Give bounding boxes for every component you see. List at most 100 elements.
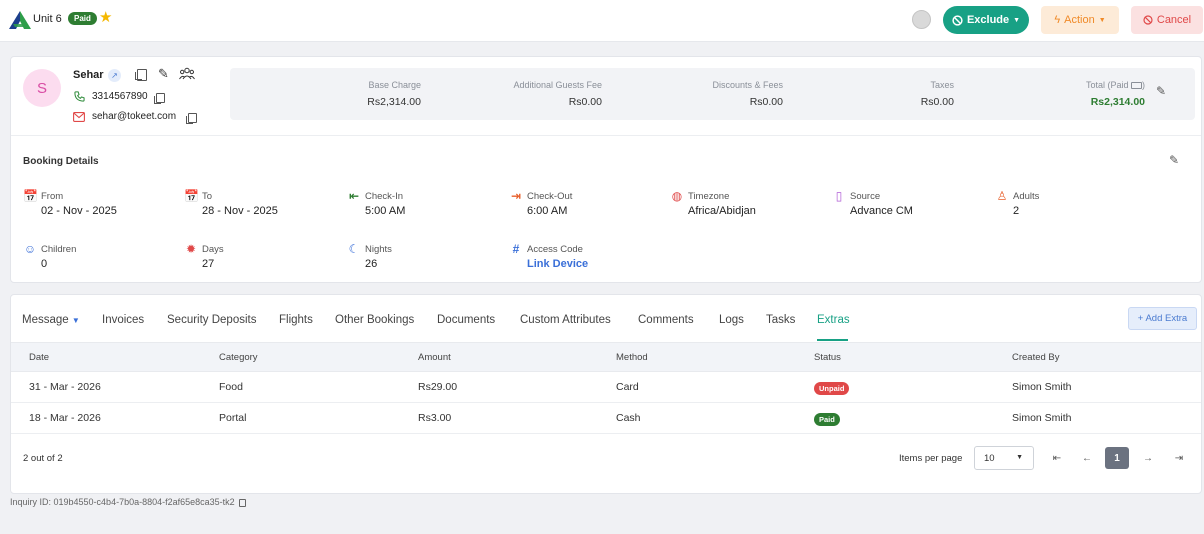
chevron-down-icon: ▼ — [1098, 16, 1106, 24]
copy-icon[interactable] — [239, 498, 247, 507]
extras-card: Message ▼ Invoices Security Deposits Fli… — [10, 294, 1202, 494]
base-charge-label: Base Charge — [368, 80, 421, 90]
cell-date: 18 - Mar - 2026 — [29, 412, 101, 424]
taxes-value: Rs0.00 — [920, 96, 954, 108]
lightning-icon: ϟ — [1054, 14, 1061, 26]
discounts-label: Discounts & Fees — [712, 80, 783, 90]
charges-summary: Base Charge Rs2,314.00 Additional Guests… — [230, 68, 1195, 120]
avatar: S — [23, 69, 61, 107]
table-row[interactable]: 31 - Mar - 2026 Food Rs29.00 Card Unpaid… — [11, 372, 1201, 403]
paid-status-badge: Paid — [68, 12, 97, 25]
edit-charges-pencil-icon[interactable]: ✎ — [1156, 84, 1167, 98]
column-header-method[interactable]: Method — [616, 352, 648, 363]
items-per-page-value: 10 — [984, 453, 995, 464]
discounts-value: Rs0.00 — [749, 96, 783, 108]
link-device-link[interactable]: Link Device — [527, 258, 589, 270]
column-header-created-by[interactable]: Created By — [1012, 352, 1060, 363]
checkout-label: Check-Out — [527, 191, 573, 202]
to-value: 28 - Nov - 2025 — [202, 205, 278, 217]
source-value: Advance CM — [850, 205, 913, 217]
child-face-icon: ☺ — [23, 242, 37, 256]
edit-booking-pencil-icon[interactable]: ✎ — [1169, 153, 1180, 167]
copy-icon[interactable] — [135, 69, 147, 81]
tab-documents[interactable]: Documents — [437, 314, 496, 326]
taxes-label: Taxes — [930, 80, 954, 90]
chevron-down-icon: ▼ — [1016, 454, 1023, 461]
items-per-page-select[interactable]: 10 ▼ — [974, 446, 1034, 470]
inquiry-id: Inquiry ID: 019b4550-c4b4-7b0a-8804-f2af… — [10, 497, 247, 507]
top-bar: Unit 6 Paid ★ Exclude ▼ ϟ Action ▼ Cance… — [0, 0, 1204, 42]
from-value: 02 - Nov - 2025 — [41, 205, 117, 217]
active-tab-indicator — [817, 339, 848, 341]
external-link-icon[interactable]: ↗ — [108, 69, 121, 82]
previous-page-icon[interactable]: ← — [1082, 452, 1092, 464]
group-icon[interactable] — [179, 67, 195, 80]
column-header-status[interactable]: Status — [814, 352, 841, 363]
action-label: Action — [1064, 14, 1095, 26]
hash-lock-icon: # — [512, 242, 520, 256]
pencil-icon[interactable]: ✎ — [158, 66, 169, 81]
phone-icon — [74, 91, 85, 102]
star-icon[interactable]: ★ — [99, 9, 113, 26]
cancel-label: Cancel — [1156, 14, 1192, 26]
cell-date: 31 - Mar - 2026 — [29, 381, 101, 393]
cash-icon — [1131, 82, 1142, 90]
total-value: Rs2,314.00 — [1090, 96, 1145, 108]
days-label: Days — [202, 244, 224, 255]
tab-security-deposits[interactable]: Security Deposits — [167, 314, 257, 326]
cancel-button[interactable]: Cancel — [1131, 6, 1203, 34]
next-page-icon[interactable]: → — [1143, 452, 1153, 464]
copy-icon[interactable] — [154, 93, 165, 104]
tab-tasks[interactable]: Tasks — [766, 314, 796, 326]
checkin-label: Check-In — [365, 191, 404, 202]
tab-message[interactable]: Message ▼ — [22, 314, 80, 326]
days-value: 27 — [202, 258, 215, 270]
timezone-label: Timezone — [688, 191, 730, 202]
tab-flights[interactable]: Flights — [279, 314, 313, 326]
calendar-plus-icon: 📅 — [23, 189, 38, 203]
tab-comments[interactable]: Comments — [638, 314, 694, 326]
guest-name[interactable]: Sehar — [73, 69, 104, 81]
tab-invoices[interactable]: Invoices — [102, 314, 145, 326]
exclude-button[interactable]: Exclude ▼ — [943, 6, 1029, 34]
action-button[interactable]: ϟ Action ▼ — [1041, 6, 1119, 34]
page-number-button[interactable]: 1 — [1105, 447, 1129, 469]
moon-icon: ☾ — [348, 242, 360, 256]
guest-email: sehar@tokeet.com — [92, 111, 177, 122]
cell-amount: Rs29.00 — [418, 381, 458, 393]
chevron-down-icon: ▼ — [71, 316, 80, 325]
children-value: 0 — [41, 258, 48, 270]
tab-logs[interactable]: Logs — [719, 314, 744, 326]
first-page-icon[interactable]: ⇤ — [1052, 452, 1062, 464]
cell-created-by: Simon Smith — [1012, 381, 1072, 393]
status-toggle[interactable] — [912, 10, 931, 29]
tab-other-bookings[interactable]: Other Bookings — [335, 314, 415, 326]
tab-message-label: Message — [22, 314, 69, 326]
exclude-label: Exclude — [966, 14, 1010, 26]
from-label: From — [41, 191, 64, 202]
results-count: 2 out of 2 — [23, 453, 63, 464]
table-row[interactable]: 18 - Mar - 2026 Portal Rs3.00 Cash Paid … — [11, 403, 1201, 434]
cell-amount: Rs3.00 — [418, 412, 452, 424]
column-header-category[interactable]: Category — [219, 352, 258, 363]
add-extra-button[interactable]: + Add Extra — [1128, 307, 1197, 330]
column-header-amount[interactable]: Amount — [418, 352, 451, 363]
base-charge-value: Rs2,314.00 — [367, 96, 421, 108]
column-header-date[interactable]: Date — [29, 352, 50, 363]
unit-title: Unit 6 — [33, 13, 62, 25]
tab-extras[interactable]: Extras — [817, 314, 850, 326]
ban-icon — [952, 14, 963, 26]
adults-value: 2 — [1013, 205, 1020, 217]
additional-guests-label: Additional Guests Fee — [513, 80, 602, 90]
tokeet-logo-icon — [9, 11, 31, 29]
email-icon — [73, 112, 85, 122]
copy-icon[interactable] — [186, 113, 197, 124]
adult-icon: ♙ — [996, 189, 1008, 203]
tab-custom-attributes[interactable]: Custom Attributes — [520, 314, 611, 326]
timezone-value: Africa/Abidjan — [688, 205, 756, 217]
book-icon: ▯ — [835, 189, 843, 203]
nights-label: Nights — [365, 244, 392, 255]
table-header: Date Category Amount Method Status Creat… — [11, 342, 1201, 372]
last-page-icon[interactable]: ⇥ — [1174, 452, 1184, 464]
cell-created-by: Simon Smith — [1012, 412, 1072, 424]
